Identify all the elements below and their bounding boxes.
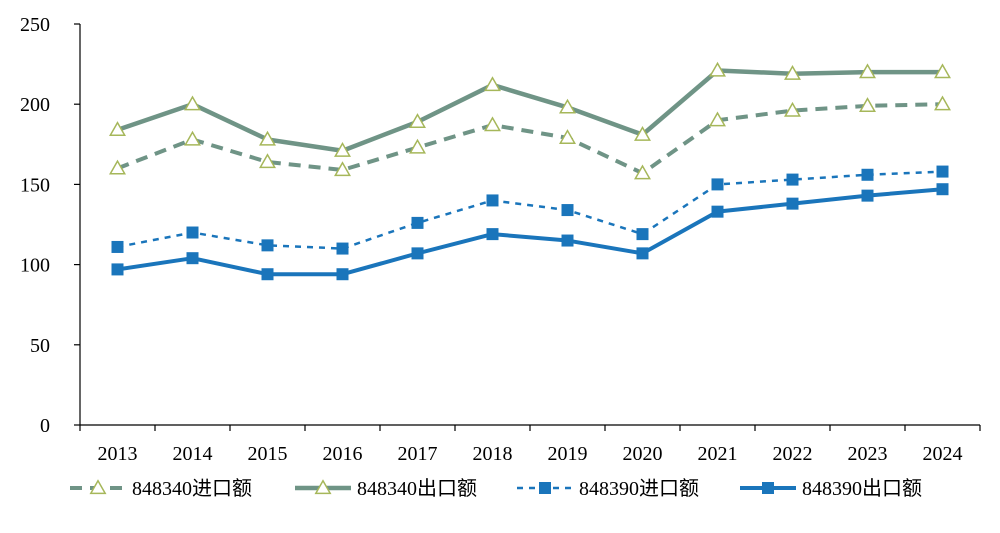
series-line-1: [116, 68, 943, 153]
x-tick-label: 2022: [773, 443, 813, 465]
series-line-0: [116, 102, 943, 176]
data-point-marker: [859, 63, 876, 79]
y-tick-label: 50: [30, 335, 50, 357]
data-point-marker: [859, 97, 876, 112]
data-point-marker: [711, 205, 724, 218]
data-point-marker: [261, 268, 274, 281]
x-tick-label: 2019: [548, 443, 588, 465]
data-point-marker: [936, 165, 949, 178]
series-line-2: [117, 170, 943, 250]
x-tick-label: 2017: [398, 443, 438, 465]
legend-label-3: 848390出口额: [802, 477, 922, 500]
data-point-marker: [111, 240, 124, 253]
x-tick-label: 2020: [623, 443, 663, 465]
y-tick-label: 250: [20, 14, 50, 36]
data-point-marker: [784, 65, 801, 80]
data-point-marker: [561, 204, 574, 217]
x-tick-label: 2021: [698, 443, 738, 465]
data-point-marker: [786, 173, 799, 186]
y-tick-label: 200: [20, 94, 50, 116]
data-point-marker: [559, 98, 576, 114]
data-point-marker: [861, 189, 874, 202]
data-point-marker: [314, 479, 332, 495]
data-point-marker: [636, 247, 649, 260]
data-point-marker: [111, 263, 124, 276]
legend-label-2: 848390进口额: [579, 477, 699, 500]
x-tick-label: 2024: [923, 443, 963, 465]
y-tick-label: 100: [20, 255, 50, 277]
data-point-marker: [184, 95, 201, 111]
data-point-marker: [411, 216, 424, 229]
data-point-marker: [484, 116, 501, 132]
legend-label-0: 848340进口额: [132, 477, 252, 500]
data-point-marker: [709, 111, 726, 127]
data-point-marker: [186, 252, 199, 265]
data-point-marker: [409, 138, 426, 154]
data-point-marker: [784, 101, 801, 117]
data-point-marker: [634, 164, 651, 180]
data-point-marker: [484, 76, 501, 92]
data-point-marker: [561, 234, 574, 247]
data-point-marker: [762, 482, 774, 494]
x-tick-label: 2016: [323, 443, 363, 465]
y-tick-label: 0: [40, 415, 50, 437]
series-line-3: [117, 187, 943, 277]
data-point-marker: [636, 228, 649, 241]
data-point-marker: [259, 130, 276, 146]
data-point-marker: [184, 130, 201, 146]
series-markers: [109, 61, 951, 281]
data-point-marker: [486, 194, 499, 207]
data-point-marker: [936, 183, 949, 196]
legend-label-1: 848340出口额: [357, 477, 477, 500]
x-tick-label: 2015: [248, 443, 288, 465]
data-point-marker: [934, 63, 951, 79]
data-point-marker: [259, 153, 276, 169]
data-point-marker: [709, 61, 726, 77]
data-point-marker: [711, 178, 724, 191]
x-tick-label: 2018: [473, 443, 513, 465]
data-point-marker: [861, 168, 874, 181]
data-point-marker: [109, 159, 126, 175]
series-lines: [116, 68, 943, 277]
data-point-marker: [261, 239, 274, 252]
data-point-marker: [411, 247, 424, 260]
y-tick-label: 150: [20, 174, 50, 196]
data-point-marker: [336, 268, 349, 281]
data-point-marker: [786, 197, 799, 210]
data-point-marker: [934, 95, 951, 111]
data-point-marker: [409, 113, 426, 128]
data-point-marker: [334, 142, 351, 157]
data-point-marker: [186, 226, 199, 239]
x-tick-label: 2013: [98, 443, 138, 465]
data-point-marker: [89, 479, 107, 495]
data-point-marker: [539, 482, 551, 494]
data-point-marker: [336, 242, 349, 255]
data-point-marker: [486, 228, 499, 241]
data-point-marker: [634, 125, 651, 141]
axes: 0 50 100 150 200 250 2013 2014 2015 2016 2017 2018 2…: [20, 14, 981, 465]
x-tick-label: 2023: [848, 443, 888, 465]
legend: 848340进口额 848340出口额 848390进口额 848390出口额: [70, 477, 922, 500]
x-tick-label: 2014: [173, 443, 213, 465]
data-point-marker: [334, 161, 351, 177]
data-point-marker: [559, 129, 576, 145]
data-point-marker: [109, 121, 126, 137]
